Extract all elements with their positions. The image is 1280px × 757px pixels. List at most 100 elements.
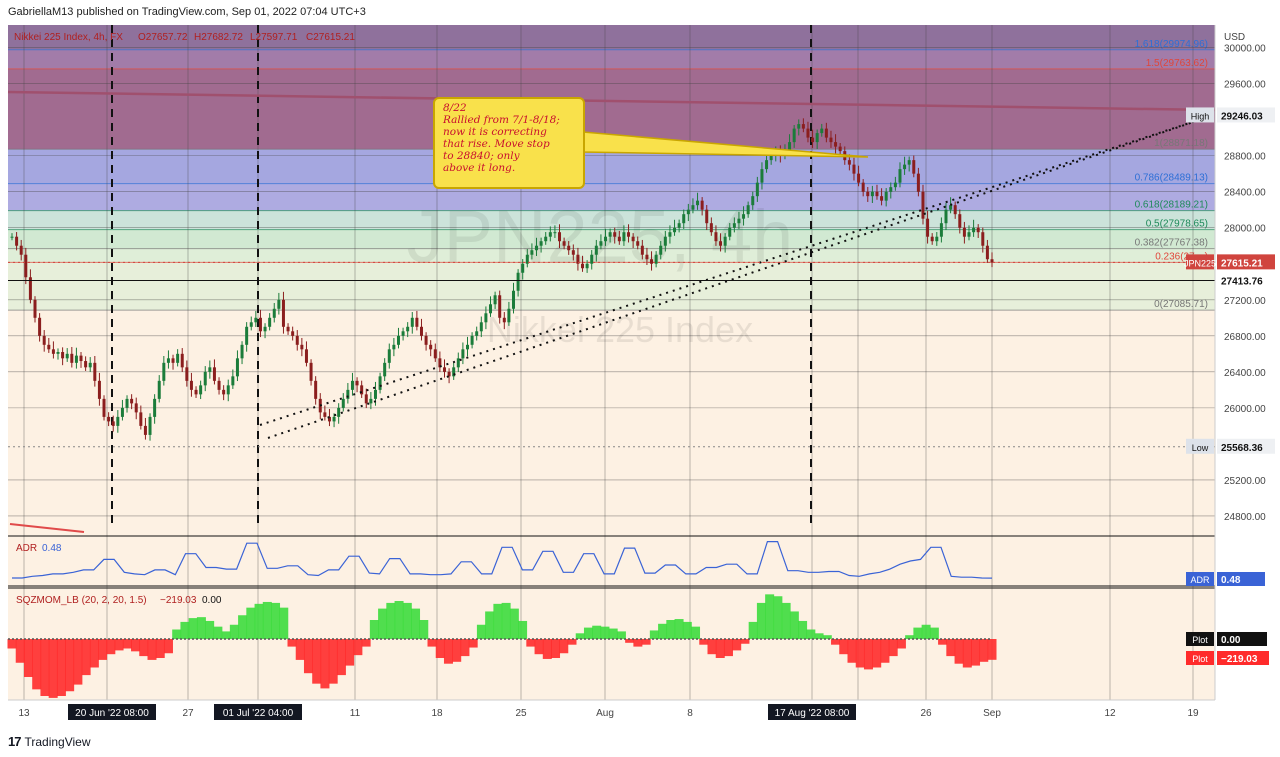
- x-tick-0: 13: [18, 708, 30, 719]
- candle-body-28: [139, 412, 143, 426]
- candle-body-24: [120, 407, 124, 417]
- candle-body-18: [93, 362, 97, 381]
- sqz-bar-43: [361, 639, 371, 647]
- candle-body-206: [958, 214, 962, 228]
- candle-body-125: [585, 263, 589, 269]
- candle-body-198: [921, 191, 925, 219]
- candle-body-53: [254, 317, 258, 323]
- sqz-bar-27: [229, 624, 239, 639]
- x-tick-13: 19: [1187, 708, 1199, 719]
- candle-body-123: [576, 254, 580, 264]
- candle-body-79: [373, 389, 377, 399]
- candle-body-151: [705, 209, 709, 224]
- candle-body-124: [581, 263, 585, 269]
- legend-symbol: Nikkei 225 Index, 4h, FX: [14, 32, 123, 43]
- candle-body-109: [512, 290, 516, 309]
- candle-body-88: [415, 317, 419, 327]
- tradingview-logo-icon: 17: [8, 734, 22, 749]
- fib-zone-7: [8, 262, 1215, 311]
- sqz-bar-86: [715, 639, 725, 658]
- candle-body-196: [912, 160, 916, 174]
- candle-body-9: [51, 349, 55, 354]
- sqz-bar-35: [295, 639, 305, 660]
- adr-tag-side: ADR: [1190, 575, 1210, 585]
- price-tag-low-side: Low: [1192, 443, 1209, 453]
- candle-body-155: [723, 236, 727, 246]
- candle-body-204: [949, 205, 953, 210]
- sqz-bar-111: [921, 624, 931, 639]
- candle-body-178: [829, 137, 833, 143]
- y-tick-4: 28000.00: [1224, 224, 1266, 235]
- candle-body-1: [15, 236, 19, 246]
- red-segment: [9, 523, 85, 533]
- sqz-bar-11: [98, 639, 108, 660]
- fib-zone-3: [8, 183, 1215, 211]
- sqz-bar-26: [221, 631, 231, 639]
- sqz-bar-33: [279, 607, 289, 639]
- sqz-bar-2: [23, 639, 33, 677]
- candle-body-208: [967, 232, 971, 237]
- sqz-bar-99: [822, 635, 832, 639]
- annotation-callout[interactable]: 8/22 Rallied from 7/1-8/18; now it is co…: [433, 97, 585, 189]
- candle-body-156: [728, 227, 732, 237]
- candle-body-188: [875, 191, 879, 197]
- candle-body-184: [857, 173, 861, 183]
- sqz-bar-85: [707, 639, 717, 655]
- candle-body-48: [231, 376, 235, 386]
- sqz-bar-97: [806, 629, 816, 639]
- adr-title: ADR: [16, 543, 37, 554]
- sqz-bar-45: [378, 608, 388, 639]
- candle-body-119: [558, 232, 562, 242]
- watermark-name: Nikkei 225 Index: [487, 309, 753, 350]
- sqz-bar-31: [262, 601, 272, 639]
- fib-label-5: 0.5(27978.65): [1146, 219, 1208, 230]
- tradingview-logo[interactable]: 17 TradingView: [8, 734, 91, 749]
- candle-body-141: [659, 245, 663, 255]
- price-tag-high-bg: [1217, 107, 1275, 123]
- fib-zone-4: [8, 210, 1215, 230]
- sqz-bar-29: [246, 607, 256, 639]
- candle-body-57: [272, 308, 276, 318]
- sqz-bar-14: [122, 639, 132, 649]
- price-tag-current-bg: [1217, 254, 1275, 270]
- candle-body-162: [755, 182, 759, 197]
- candle-body-16: [84, 361, 88, 368]
- sqz-bar-72: [600, 626, 610, 639]
- x-tick-4: 11: [350, 708, 361, 719]
- sqz-bar-42: [353, 639, 363, 656]
- candle-body-25: [125, 398, 129, 408]
- candle-body-41: [199, 385, 203, 395]
- candle-body-95: [447, 371, 451, 377]
- fib-label-3: 0.786(28489.13): [1135, 173, 1208, 184]
- sqz-bar-23: [196, 617, 206, 639]
- sqz-bar-115: [954, 639, 964, 664]
- price-tag-high-side: High: [1191, 111, 1210, 121]
- candle-body-131: [613, 232, 617, 237]
- candle-body-110: [516, 272, 520, 291]
- y-tick-6: 26800.00: [1224, 332, 1266, 343]
- sqz-title: SQZMOM_LB (20, 2, 20, 1.5): [16, 595, 147, 606]
- sqz-bar-58: [485, 611, 495, 639]
- candle-body-149: [696, 200, 700, 206]
- candle-body-14: [74, 355, 78, 363]
- candle-body-84: [396, 335, 400, 345]
- price-tag-high-side-bg: [1186, 107, 1214, 123]
- plot-tag-1: 0.00: [1221, 635, 1241, 646]
- candle-body-12: [65, 353, 69, 359]
- sqz-bar-117: [971, 639, 981, 666]
- candle-body-153: [714, 232, 718, 242]
- sqz-bar-75: [625, 639, 635, 643]
- sqz-bar-83: [691, 626, 701, 639]
- candle-body-158: [737, 218, 741, 224]
- candle-body-111: [521, 263, 525, 273]
- candle-body-38: [185, 367, 189, 381]
- sqz-bar-32: [271, 602, 281, 639]
- candle-body-61: [291, 331, 295, 336]
- candle-body-211: [981, 232, 985, 246]
- sqz-bar-109: [905, 635, 915, 639]
- sqz-bar-25: [213, 626, 223, 639]
- candle-body-126: [590, 254, 594, 264]
- price-tag-level: 27413.76: [1221, 277, 1263, 288]
- y-tick-7: 26400.00: [1224, 368, 1266, 379]
